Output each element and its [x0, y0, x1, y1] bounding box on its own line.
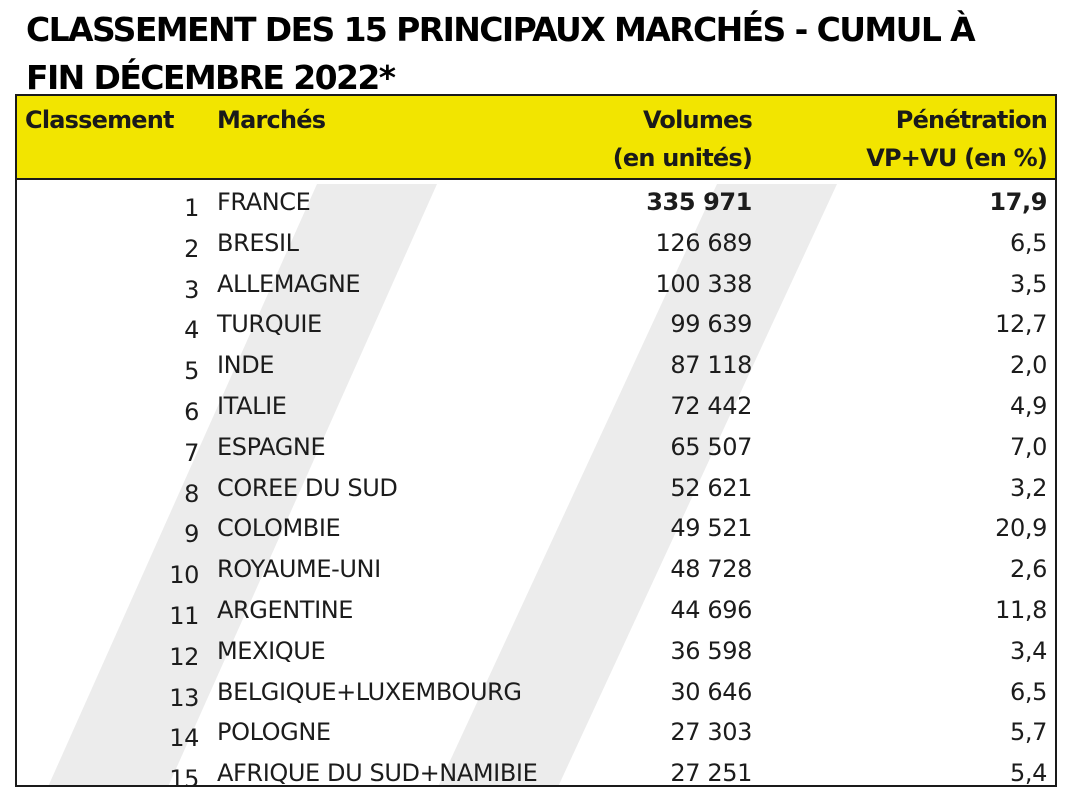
market-cell: BRESIL [217, 228, 299, 257]
penetration-cell: 3,4 [1010, 636, 1047, 665]
volume-cell: 27 251 [670, 759, 752, 787]
header-penetration: Pénétration VP+VU (en %) [866, 100, 1048, 178]
volume-cell: 52 621 [670, 473, 752, 502]
penetration-cell: 7,0 [1010, 432, 1047, 461]
ranking-table: Classement Marchés Volumes (en unités) P… [15, 94, 1057, 787]
header-volumes: Volumes (en unités) [612, 100, 753, 178]
rank-cell: 8 [184, 479, 199, 508]
table-row: 3 ALLEMAGNE 100 338 3,5 [17, 264, 1055, 305]
rank-cell: 1 [184, 194, 199, 222]
table-row: 1 FRANCE 335 971 17,9 [17, 182, 1055, 223]
table-row: 10 ROYAUME-UNI 48 728 2,6 [17, 549, 1055, 590]
market-cell: ALLEMAGNE [217, 269, 361, 298]
penetration-cell: 3,5 [1010, 269, 1047, 298]
table-body: 1 FRANCE 335 971 17,9 2 BRESIL 126 689 6… [17, 182, 1055, 787]
volume-cell: 72 442 [670, 391, 752, 420]
market-cell: MEXIQUE [217, 636, 326, 665]
volume-cell: 44 696 [670, 595, 752, 624]
market-cell: ARGENTINE [217, 595, 354, 624]
table-row: 15 AFRIQUE DU SUD+NAMIBIE 27 251 5,4 [17, 753, 1055, 787]
volume-cell: 49 521 [670, 514, 752, 543]
penetration-cell: 17,9 [989, 188, 1047, 216]
penetration-cell: 6,5 [1010, 228, 1047, 257]
table-row: 2 BRESIL 126 689 6,5 [17, 223, 1055, 264]
market-cell: POLOGNE [217, 718, 331, 747]
market-cell: AFRIQUE DU SUD+NAMIBIE [217, 759, 538, 787]
rank-cell: 5 [184, 357, 199, 386]
market-cell: FRANCE [217, 188, 311, 216]
title-line-1: CLASSEMENT DES 15 PRINCIPAUX MARCHÉS - C… [26, 10, 976, 49]
rank-cell: 2 [184, 234, 199, 263]
penetration-cell: 2,0 [1010, 351, 1047, 380]
volume-cell: 100 338 [655, 269, 753, 298]
rank-cell: 14 [169, 724, 199, 753]
header-marches: Marchés [217, 106, 326, 134]
volume-cell: 335 971 [646, 188, 752, 216]
market-cell: COREE DU SUD [217, 473, 398, 502]
page-title: CLASSEMENT DES 15 PRINCIPAUX MARCHÉS - C… [26, 6, 1066, 102]
market-cell: COLOMBIE [217, 514, 341, 543]
volume-cell: 65 507 [670, 432, 752, 461]
table-row: 7 ESPAGNE 65 507 7,0 [17, 427, 1055, 468]
volume-cell: 126 689 [655, 228, 753, 257]
market-cell: ROYAUME-UNI [217, 555, 381, 584]
penetration-cell: 5,7 [1010, 718, 1047, 747]
penetration-cell: 3,2 [1010, 473, 1047, 502]
title-line-2: FIN DÉCEMBRE 2022* [26, 58, 396, 97]
header-volumes-line-1: Volumes [642, 106, 753, 134]
table-row: 13 BELGIQUE+LUXEMBOURG 30 646 6,5 [17, 672, 1055, 713]
table-row: 6 ITALIE 72 442 4,9 [17, 386, 1055, 427]
table-row: 5 INDE 87 118 2,0 [17, 345, 1055, 386]
rank-cell: 7 [184, 438, 199, 467]
header-volumes-line-2: (en unités) [612, 144, 753, 172]
market-cell: BELGIQUE+LUXEMBOURG [217, 677, 522, 706]
rank-cell: 3 [184, 275, 199, 304]
table-row: 8 COREE DU SUD 52 621 3,2 [17, 468, 1055, 509]
penetration-cell: 2,6 [1010, 555, 1047, 584]
rank-cell: 11 [169, 601, 199, 630]
volume-cell: 48 728 [670, 555, 752, 584]
rank-cell: 4 [184, 316, 199, 345]
table-row: 12 MEXIQUE 36 598 3,4 [17, 631, 1055, 672]
table-row: 4 TURQUIE 99 639 12,7 [17, 304, 1055, 345]
table-row: 9 COLOMBIE 49 521 20,9 [17, 508, 1055, 549]
penetration-cell: 20,9 [995, 514, 1047, 543]
market-cell: TURQUIE [217, 310, 322, 339]
volume-cell: 30 646 [670, 677, 752, 706]
penetration-cell: 12,7 [995, 310, 1047, 339]
penetration-cell: 11,8 [995, 595, 1047, 624]
rank-cell: 13 [169, 683, 199, 712]
market-cell: INDE [217, 351, 275, 380]
rank-cell: 15 [169, 765, 199, 787]
market-cell: ITALIE [217, 391, 287, 420]
rank-cell: 12 [169, 642, 199, 671]
volume-cell: 87 118 [670, 351, 752, 380]
header-penetration-line-1: Pénétration [895, 106, 1048, 134]
rank-cell: 6 [184, 397, 199, 426]
table-header: Classement Marchés Volumes (en unités) P… [17, 96, 1055, 180]
header-classement: Classement [25, 106, 175, 134]
rank-cell: 10 [169, 561, 199, 590]
table-row: 11 ARGENTINE 44 696 11,8 [17, 590, 1055, 631]
penetration-cell: 4,9 [1010, 391, 1047, 420]
market-cell: ESPAGNE [217, 432, 326, 461]
penetration-cell: 5,4 [1010, 759, 1047, 787]
rank-cell: 9 [184, 520, 199, 549]
header-penetration-line-2: VP+VU (en %) [866, 144, 1048, 172]
volume-cell: 27 303 [670, 718, 752, 747]
table-row: 14 POLOGNE 27 303 5,7 [17, 712, 1055, 753]
volume-cell: 99 639 [670, 310, 752, 339]
penetration-cell: 6,5 [1010, 677, 1047, 706]
volume-cell: 36 598 [670, 636, 752, 665]
